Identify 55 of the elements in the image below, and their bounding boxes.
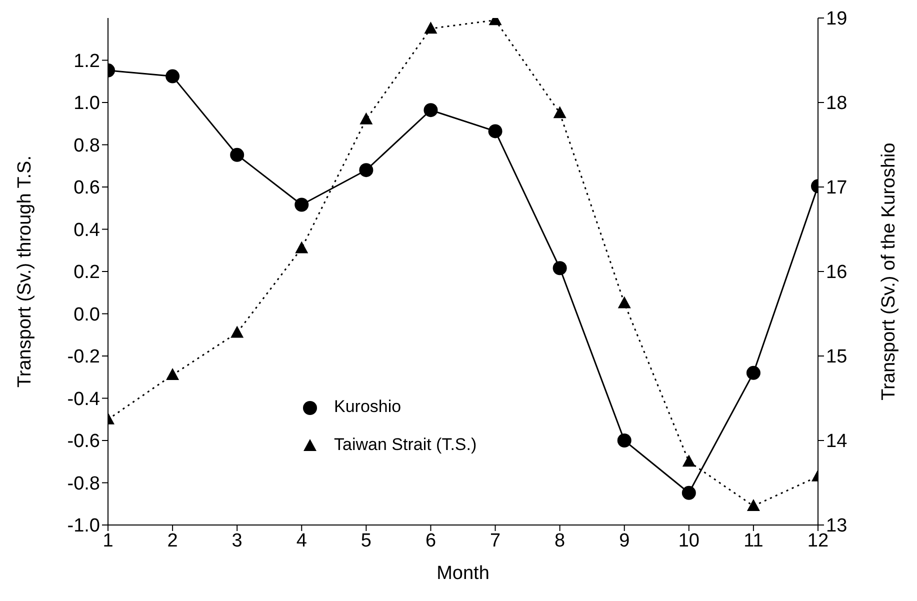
point [230,326,244,338]
y-tick-label: -0.4 [67,388,100,410]
point [166,69,180,84]
point [294,198,309,212]
y2-tick-label: 18 [826,93,848,114]
point [230,148,244,162]
point [746,498,760,511]
point [682,454,696,467]
point [552,261,567,276]
point [166,368,180,380]
point [360,112,373,124]
y2-tick-label: 19 [826,8,848,30]
x-tick-label: 7 [490,530,501,552]
point [553,106,566,118]
x-tick-label: 2 [167,530,178,552]
x-tick-label: 1 [102,530,114,552]
y-tick-label: 0.6 [74,178,100,199]
x-axis-title: Month [436,563,490,584]
x-tick-label: 8 [554,530,566,552]
y2-tick-label: 17 [826,178,848,199]
x-tick-label: 9 [619,530,630,552]
x-tick-label: 4 [296,530,308,552]
x-tick-label: 6 [425,530,436,552]
y-tick-label: 1.0 [74,93,100,114]
legend-label: Kuroshio [334,397,402,417]
point [424,103,438,118]
y2-tick-label: 16 [826,262,848,284]
y-tick-label: 0.2 [74,262,100,284]
legend-label: Taiwan Strait (T.S.) [334,435,477,455]
y-axis-title: Transport (Sv.) through T.S. [14,156,36,388]
y-tick-label: 0.0 [74,304,100,326]
x-tick-label: 3 [232,530,242,552]
point [617,434,632,448]
x-tick-label: 10 [678,530,700,552]
y-tick-label: 0.8 [74,135,100,156]
y-tick-label: -0.2 [67,346,100,368]
y-tick-label: 0.4 [74,220,100,241]
point [618,296,631,308]
y2-tick-label: 13 [826,516,848,537]
x-tick-label: 5 [360,530,372,552]
y2-tick-label: 15 [826,346,848,368]
point [746,366,760,380]
y-tick-label: 1.2 [74,50,100,72]
x-tick-label: 11 [744,530,764,552]
y-tick-label: -0.6 [67,431,100,452]
y2-tick-label: 14 [826,431,848,452]
point [424,22,438,34]
y2-axis-title: Transport (Sv.) of the Kuroshio [878,142,900,400]
y-tick-label: -0.8 [67,473,100,494]
x-tick-label: 12 [807,530,829,552]
point [359,163,374,178]
point [488,124,502,138]
point [295,241,308,254]
point [682,486,696,500]
y-tick-label: -1.0 [67,516,100,537]
